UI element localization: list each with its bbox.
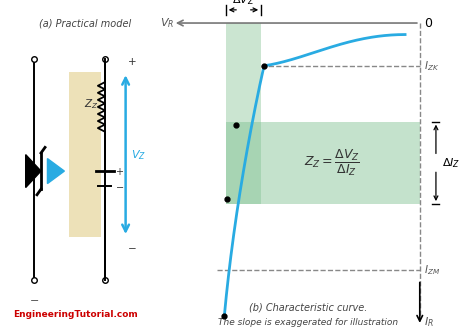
Text: EngineeringTutorial.com: EngineeringTutorial.com [13, 310, 137, 319]
Text: $Z_Z = \dfrac{\Delta V_Z}{\Delta I_Z}$: $Z_Z = \dfrac{\Delta V_Z}{\Delta I_Z}$ [304, 148, 360, 178]
Text: (b) Characteristic curve.: (b) Characteristic curve. [249, 303, 367, 313]
Text: $\Delta I_Z$: $\Delta I_Z$ [442, 156, 461, 170]
Text: $I_{ZK}$: $I_{ZK}$ [424, 59, 439, 73]
Text: $V_Z$: $V_Z$ [131, 148, 146, 162]
Text: $-$: $-$ [115, 181, 124, 191]
Text: $I_{ZM}$: $I_{ZM}$ [424, 263, 440, 277]
Text: $+$: $+$ [127, 57, 137, 67]
Text: $+$: $+$ [115, 165, 124, 177]
Bar [226, 122, 420, 204]
Text: $-$: $-$ [127, 242, 137, 252]
Text: $I_R$: $I_R$ [424, 316, 434, 329]
Bar [69, 72, 101, 237]
Text: 0: 0 [424, 16, 432, 30]
Polygon shape [47, 159, 64, 184]
Text: $V_R$: $V_R$ [160, 16, 174, 30]
Text: The slope is exaggerated for illustration: The slope is exaggerated for illustratio… [218, 318, 398, 327]
Text: (a) Practical model: (a) Practical model [39, 18, 131, 28]
Polygon shape [26, 155, 41, 188]
Text: $\Delta V_Z$: $\Delta V_Z$ [232, 0, 255, 7]
Bar [226, 23, 261, 204]
Text: $Z_Z$: $Z_Z$ [84, 97, 98, 111]
Text: $-$: $-$ [29, 294, 39, 304]
